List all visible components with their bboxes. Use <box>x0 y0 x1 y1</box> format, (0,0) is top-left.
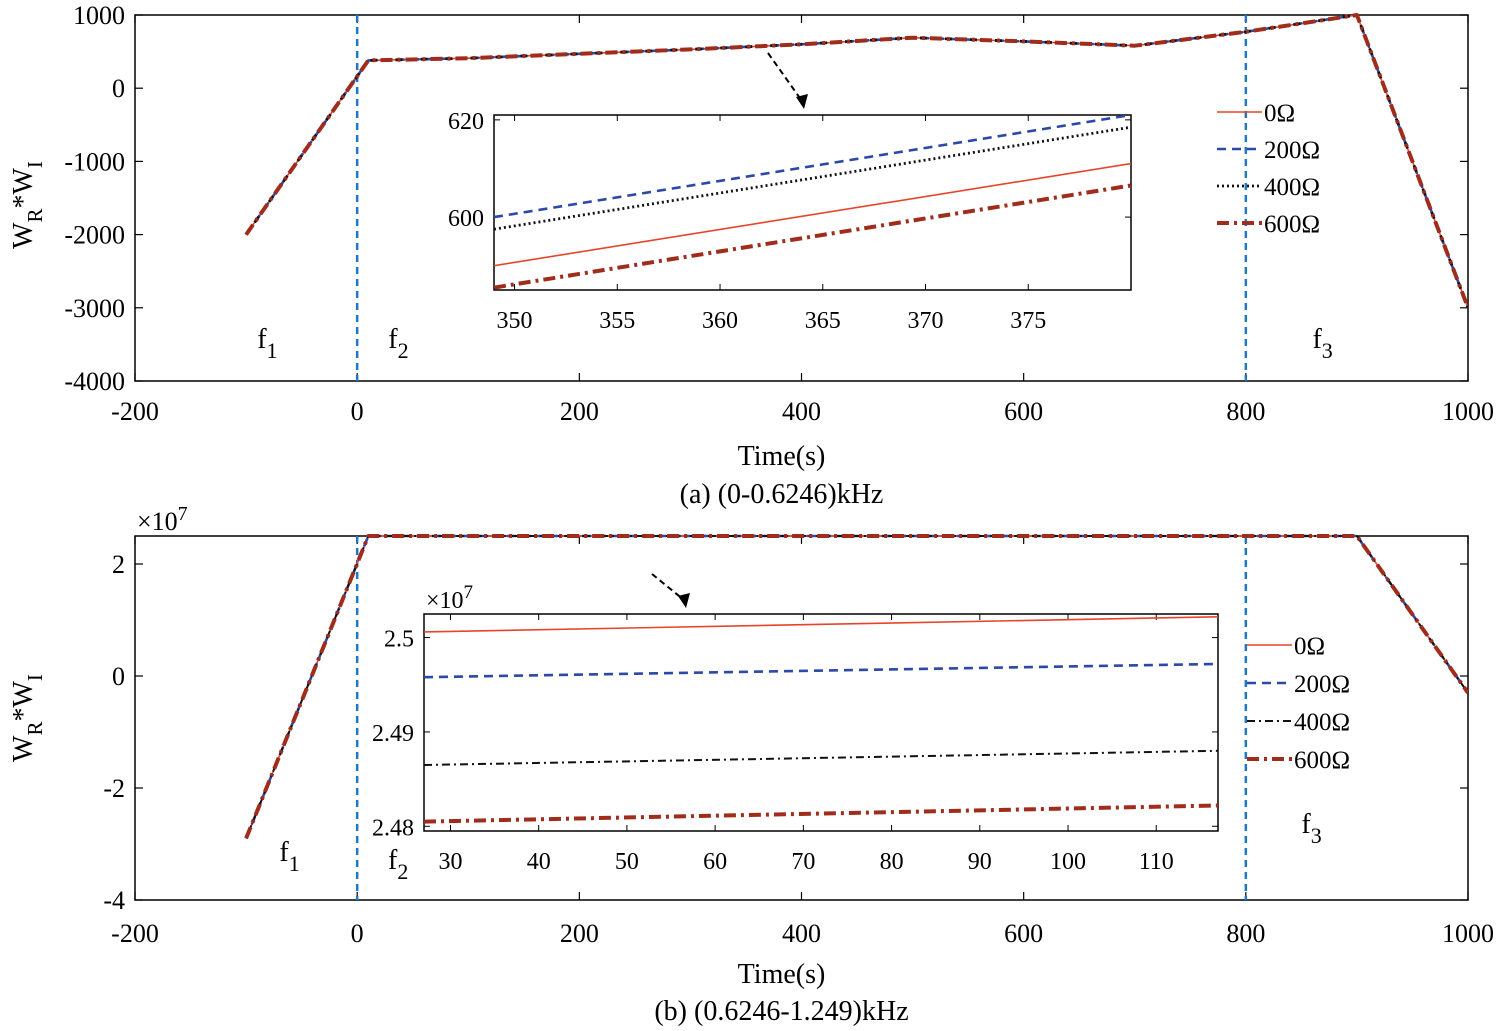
x-tick-label: 400 <box>782 397 821 426</box>
inset-x-tick-label: 355 <box>599 308 635 334</box>
series-line-600ohm <box>424 803 1218 824</box>
zoom-arrow <box>651 573 685 601</box>
y-tick-label: 2 <box>112 550 125 579</box>
x-tick-label: 400 <box>782 919 821 948</box>
chart-caption: (a) (0-0.6246)kHz <box>680 479 884 510</box>
inset-x-tick-label: 350 <box>497 308 533 334</box>
x-tick-label: 800 <box>1226 919 1265 948</box>
inset-y-tick-label: 2.48 <box>372 815 414 841</box>
frequency-label-f1: f1 <box>279 837 299 876</box>
inset-x-tick-label: 375 <box>1010 308 1046 334</box>
inset-y-tick-label: 620 <box>448 109 484 135</box>
legend-label: 0Ω <box>1294 633 1325 660</box>
zoom-arrow-head <box>678 593 690 608</box>
inset-x-tick-label: 370 <box>908 308 944 334</box>
x-tick-label: 800 <box>1226 397 1265 426</box>
inset-x-tick-label: 70 <box>791 849 815 875</box>
x-tick-label: 200 <box>560 919 599 948</box>
x-tick-label: -200 <box>111 397 159 426</box>
y-axis-label: WR*WI <box>8 161 47 249</box>
y-tick-label: 0 <box>112 74 125 103</box>
y-tick-label: 1000 <box>73 1 125 30</box>
x-tick-label: 600 <box>1004 397 1043 426</box>
frequency-label-f3: f3 <box>1301 809 1321 848</box>
inset-chart: 30 40 50 60 70 80 90 100 110 2.48 2.49 2.5 ×107 f2 <box>372 582 1219 884</box>
frequency-label-f1: f1 <box>257 324 277 363</box>
inset-x-tick-label: 80 <box>880 849 904 875</box>
chart-caption: (b) (0.6246-1.249)kHz <box>654 996 908 1027</box>
chart-b: -200 0 200 400 600 800 1000 -4 -2 0 2 ×107 f1 f3 30 40 5… <box>8 503 1494 1027</box>
legend-label: 200Ω <box>1264 137 1320 164</box>
frequency-label-f2: f2 <box>388 324 408 363</box>
series-line-0ohm <box>494 162 1131 267</box>
inset-y-exponent: ×107 <box>426 582 473 614</box>
inset-x-tick-label: 360 <box>702 308 738 334</box>
x-tick-label: 600 <box>1004 919 1043 948</box>
series-line-0ohm <box>424 616 1218 633</box>
y-tick-label: -4 <box>103 886 125 915</box>
x-tick-label: 0 <box>351 397 364 426</box>
frequency-label-f3: f3 <box>1312 324 1332 363</box>
legend-label: 0Ω <box>1264 100 1295 127</box>
frequency-label-f2: f2 <box>388 845 408 884</box>
series-line-600ohm <box>244 13 1468 309</box>
inset-area <box>493 114 1132 291</box>
x-axis-label: Time(s) <box>738 441 826 472</box>
x-tick-label: -200 <box>111 919 159 948</box>
legend-label: 600Ω <box>1294 747 1350 774</box>
y-axis-label: WR*WI <box>8 674 47 762</box>
y-tick-label: -4000 <box>64 367 125 396</box>
inset-x-tick-label: 30 <box>438 849 462 875</box>
zoom-arrow <box>767 52 803 102</box>
inset-x-tick-label: 90 <box>968 849 992 875</box>
legend-label: 400Ω <box>1294 709 1350 736</box>
inset-x-tick-label: 110 <box>1139 849 1174 875</box>
series-line-600ohm <box>494 183 1131 290</box>
inset-chart: 350 355 360 365 370 375 600 620 <box>448 109 1132 334</box>
y-tick-label: -1000 <box>64 147 125 176</box>
legend-label: 600Ω <box>1264 211 1320 238</box>
inset-y-tick-label: 600 <box>448 206 484 232</box>
y-tick-label: -2 <box>103 774 125 803</box>
y-exponent: ×107 <box>137 503 188 536</box>
inset-x-tick-label: 365 <box>805 308 841 334</box>
inset-x-tick-label: 60 <box>703 849 727 875</box>
series-line-400ohm <box>424 749 1218 766</box>
inset-area <box>423 613 1219 832</box>
y-tick-label: 0 <box>112 662 125 691</box>
x-tick-label: 1000 <box>1442 919 1494 948</box>
inset-x-tick-label: 50 <box>615 849 639 875</box>
series-line-200ohm <box>494 115 1131 219</box>
x-tick-label: 0 <box>351 919 364 948</box>
x-tick-label: 200 <box>560 397 599 426</box>
x-axis-label: Time(s) <box>738 959 826 990</box>
inset-y-tick-label: 2.49 <box>372 721 414 747</box>
chart-a: -200 0 200 400 600 800 1000-4000-3000-2000-100… <box>8 1 1494 510</box>
series-line-200ohm <box>424 662 1218 679</box>
y-tick-label: -3000 <box>64 294 125 323</box>
legend-label: 200Ω <box>1294 671 1350 698</box>
x-tick-label: 1000 <box>1442 397 1494 426</box>
inset-x-tick-label: 40 <box>527 849 551 875</box>
y-tick-label: -2000 <box>64 221 125 250</box>
inset-x-tick-label: 100 <box>1050 849 1086 875</box>
zoom-arrow-head <box>796 94 808 109</box>
legend-label: 400Ω <box>1264 174 1320 201</box>
inset-y-tick-label: 2.5 <box>384 627 414 653</box>
series-line-600ohm <box>244 534 1468 840</box>
